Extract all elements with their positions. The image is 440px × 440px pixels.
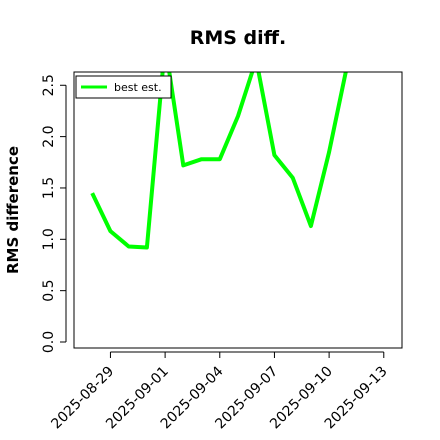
series-layer <box>90 72 348 250</box>
y-tick-label: 0.5 <box>41 280 57 302</box>
y-axis: 0.0 0.5 1.0 1.5 2.0 2.5 <box>41 74 67 353</box>
y-tick-label: 0.0 <box>41 331 57 353</box>
plot-frame <box>73 71 403 349</box>
chart-title: RMS diff. <box>190 27 287 49</box>
y-tick-label: 1.0 <box>41 228 57 250</box>
x-axis: 2025-08-292025-09-012025-09-042025-09-07… <box>48 351 391 432</box>
series-line-0 <box>90 72 348 250</box>
y-tick-label: 2.5 <box>41 74 57 96</box>
legend: best est. <box>75 75 172 99</box>
y-axis-label: RMS difference <box>4 146 22 274</box>
legend-box <box>75 75 172 99</box>
y-tick-label: 2.0 <box>41 125 57 147</box>
y-tick-label: 1.5 <box>41 177 57 199</box>
legend-label: best est. <box>114 81 162 94</box>
